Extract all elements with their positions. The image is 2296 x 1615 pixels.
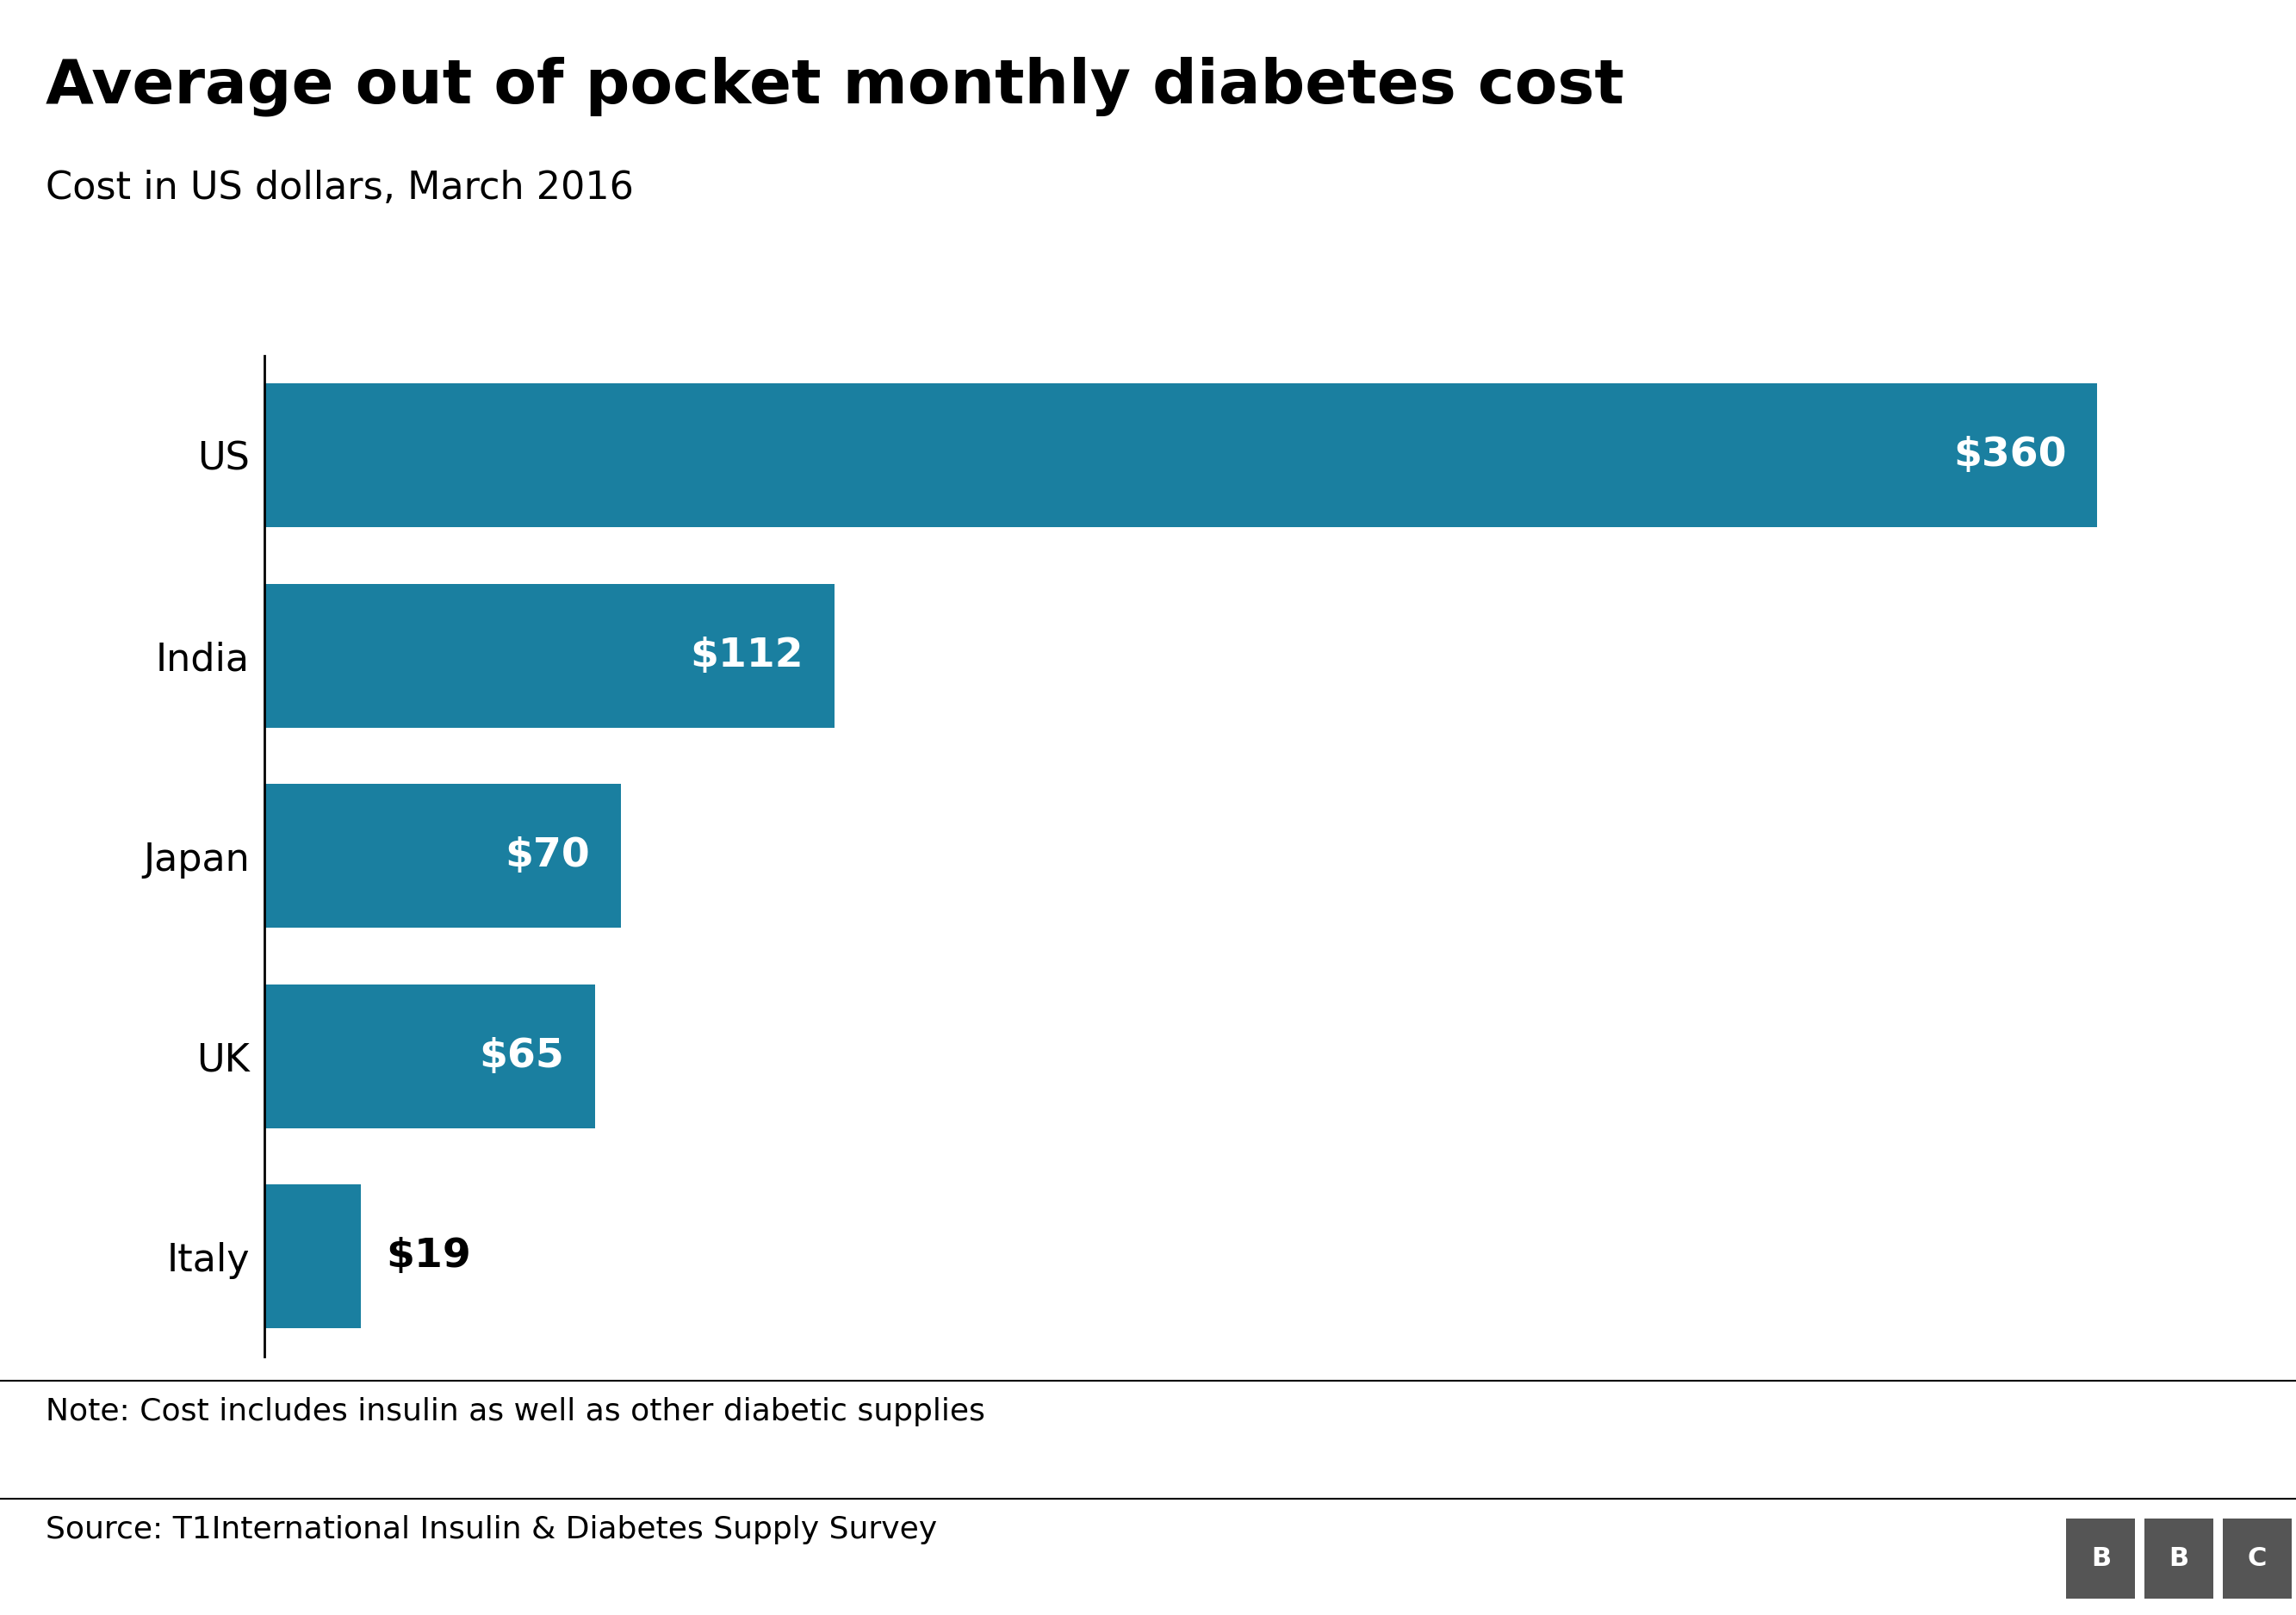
Bar — [264, 383, 2096, 528]
Text: $70: $70 — [505, 837, 590, 875]
Text: B: B — [2170, 1546, 2188, 1571]
Text: Average out of pocket monthly diabetes cost: Average out of pocket monthly diabetes c… — [46, 57, 1626, 116]
Text: $360: $360 — [1954, 436, 2066, 475]
Text: Note: Cost includes insulin as well as other diabetic supplies: Note: Cost includes insulin as well as o… — [46, 1397, 985, 1426]
Text: C: C — [2248, 1546, 2266, 1571]
Bar — [264, 984, 595, 1129]
Text: Cost in US dollars, March 2016: Cost in US dollars, March 2016 — [46, 170, 634, 207]
Text: $65: $65 — [480, 1037, 565, 1076]
Text: $19: $19 — [386, 1237, 471, 1276]
Text: Source: T1International Insulin & Diabetes Supply Survey: Source: T1International Insulin & Diabet… — [46, 1515, 937, 1544]
Bar — [264, 583, 833, 728]
Text: $112: $112 — [691, 636, 804, 675]
Bar — [264, 1184, 360, 1329]
Text: B: B — [2092, 1546, 2110, 1571]
Bar — [264, 783, 620, 929]
